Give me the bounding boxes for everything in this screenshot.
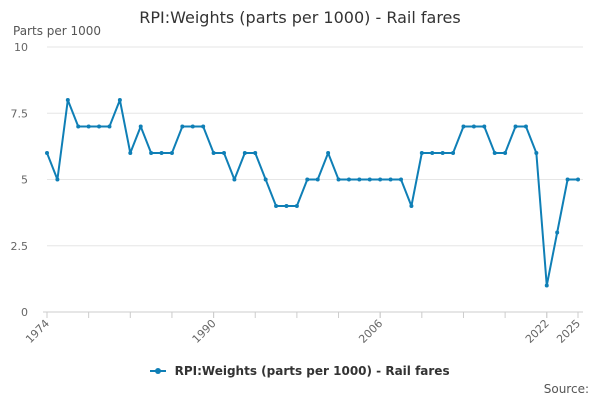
data-point bbox=[222, 151, 226, 155]
data-point bbox=[180, 124, 185, 129]
x-tick-label: 2006 bbox=[356, 317, 385, 346]
y-tick-label: 10 bbox=[14, 41, 28, 54]
data-point bbox=[440, 151, 445, 155]
x-tick-label: 1974 bbox=[23, 317, 52, 346]
data-point bbox=[409, 204, 414, 208]
data-point bbox=[461, 124, 466, 129]
data-point bbox=[190, 124, 195, 129]
data-point bbox=[555, 230, 560, 235]
grid bbox=[47, 46, 583, 247]
x-tick-label: 1990 bbox=[190, 317, 219, 346]
x-axis-ticks: 1974 1990 2006 2022 2025 bbox=[23, 317, 583, 346]
data-point bbox=[430, 151, 435, 155]
data-point bbox=[128, 151, 133, 155]
data-point bbox=[45, 151, 49, 155]
data-point bbox=[471, 124, 476, 129]
data-point bbox=[367, 177, 372, 182]
data-point bbox=[294, 204, 299, 208]
data-point bbox=[399, 177, 403, 182]
y-axis: 0 2.5 5 7.5 10 bbox=[11, 41, 29, 319]
data-point bbox=[534, 151, 539, 155]
data-point bbox=[503, 151, 508, 155]
data-point bbox=[565, 177, 570, 182]
data-point bbox=[326, 151, 331, 155]
data-point bbox=[107, 124, 112, 129]
legend[interactable]: RPI:Weights (parts per 1000) - Rail fare… bbox=[0, 364, 600, 378]
data-point bbox=[513, 124, 518, 129]
x-tick-label: 2025 bbox=[554, 317, 583, 346]
data-point bbox=[149, 151, 154, 155]
data-point bbox=[451, 151, 456, 155]
data-point bbox=[482, 124, 487, 129]
data-point bbox=[523, 124, 528, 129]
legend-line-icon bbox=[150, 367, 167, 374]
series-line bbox=[46, 99, 578, 287]
data-point bbox=[305, 177, 310, 182]
data-point bbox=[76, 124, 81, 129]
data-point bbox=[388, 177, 393, 182]
data-point bbox=[86, 124, 91, 129]
chart-title: RPI:Weights (parts per 1000) - Rail fare… bbox=[139, 8, 461, 27]
data-point bbox=[55, 177, 60, 182]
source-label: Source: bbox=[543, 382, 589, 396]
data-point bbox=[232, 177, 237, 182]
x-axis bbox=[43, 311, 583, 318]
data-point bbox=[274, 204, 279, 208]
data-point bbox=[315, 177, 320, 182]
y-tick-label: 2.5 bbox=[11, 240, 29, 253]
y-axis-label: Parts per 1000 bbox=[13, 24, 102, 38]
data-point bbox=[346, 177, 351, 182]
y-tick-label: 5 bbox=[21, 174, 28, 187]
data-point bbox=[211, 151, 216, 155]
data-point bbox=[492, 151, 497, 155]
data-point bbox=[419, 151, 424, 155]
data-point bbox=[263, 177, 268, 182]
data-point bbox=[357, 177, 362, 182]
data-point bbox=[284, 204, 289, 208]
data-point bbox=[169, 151, 174, 155]
data-point bbox=[253, 151, 258, 155]
data-point bbox=[117, 98, 122, 102]
data-point bbox=[159, 151, 164, 155]
data-point bbox=[201, 124, 206, 129]
data-point bbox=[97, 124, 102, 129]
data-point bbox=[138, 124, 143, 129]
data-point bbox=[378, 177, 383, 182]
y-tick-label: 7.5 bbox=[11, 107, 29, 120]
x-tick-label: 2022 bbox=[523, 317, 552, 346]
data-point bbox=[242, 151, 247, 155]
data-point bbox=[576, 177, 580, 182]
data-point bbox=[65, 98, 70, 102]
legend-label: RPI:Weights (parts per 1000) - Rail fare… bbox=[174, 364, 450, 378]
y-tick-label: 0 bbox=[21, 306, 28, 319]
data-point bbox=[336, 177, 341, 182]
data-point bbox=[544, 283, 549, 288]
series-layer bbox=[45, 98, 580, 288]
